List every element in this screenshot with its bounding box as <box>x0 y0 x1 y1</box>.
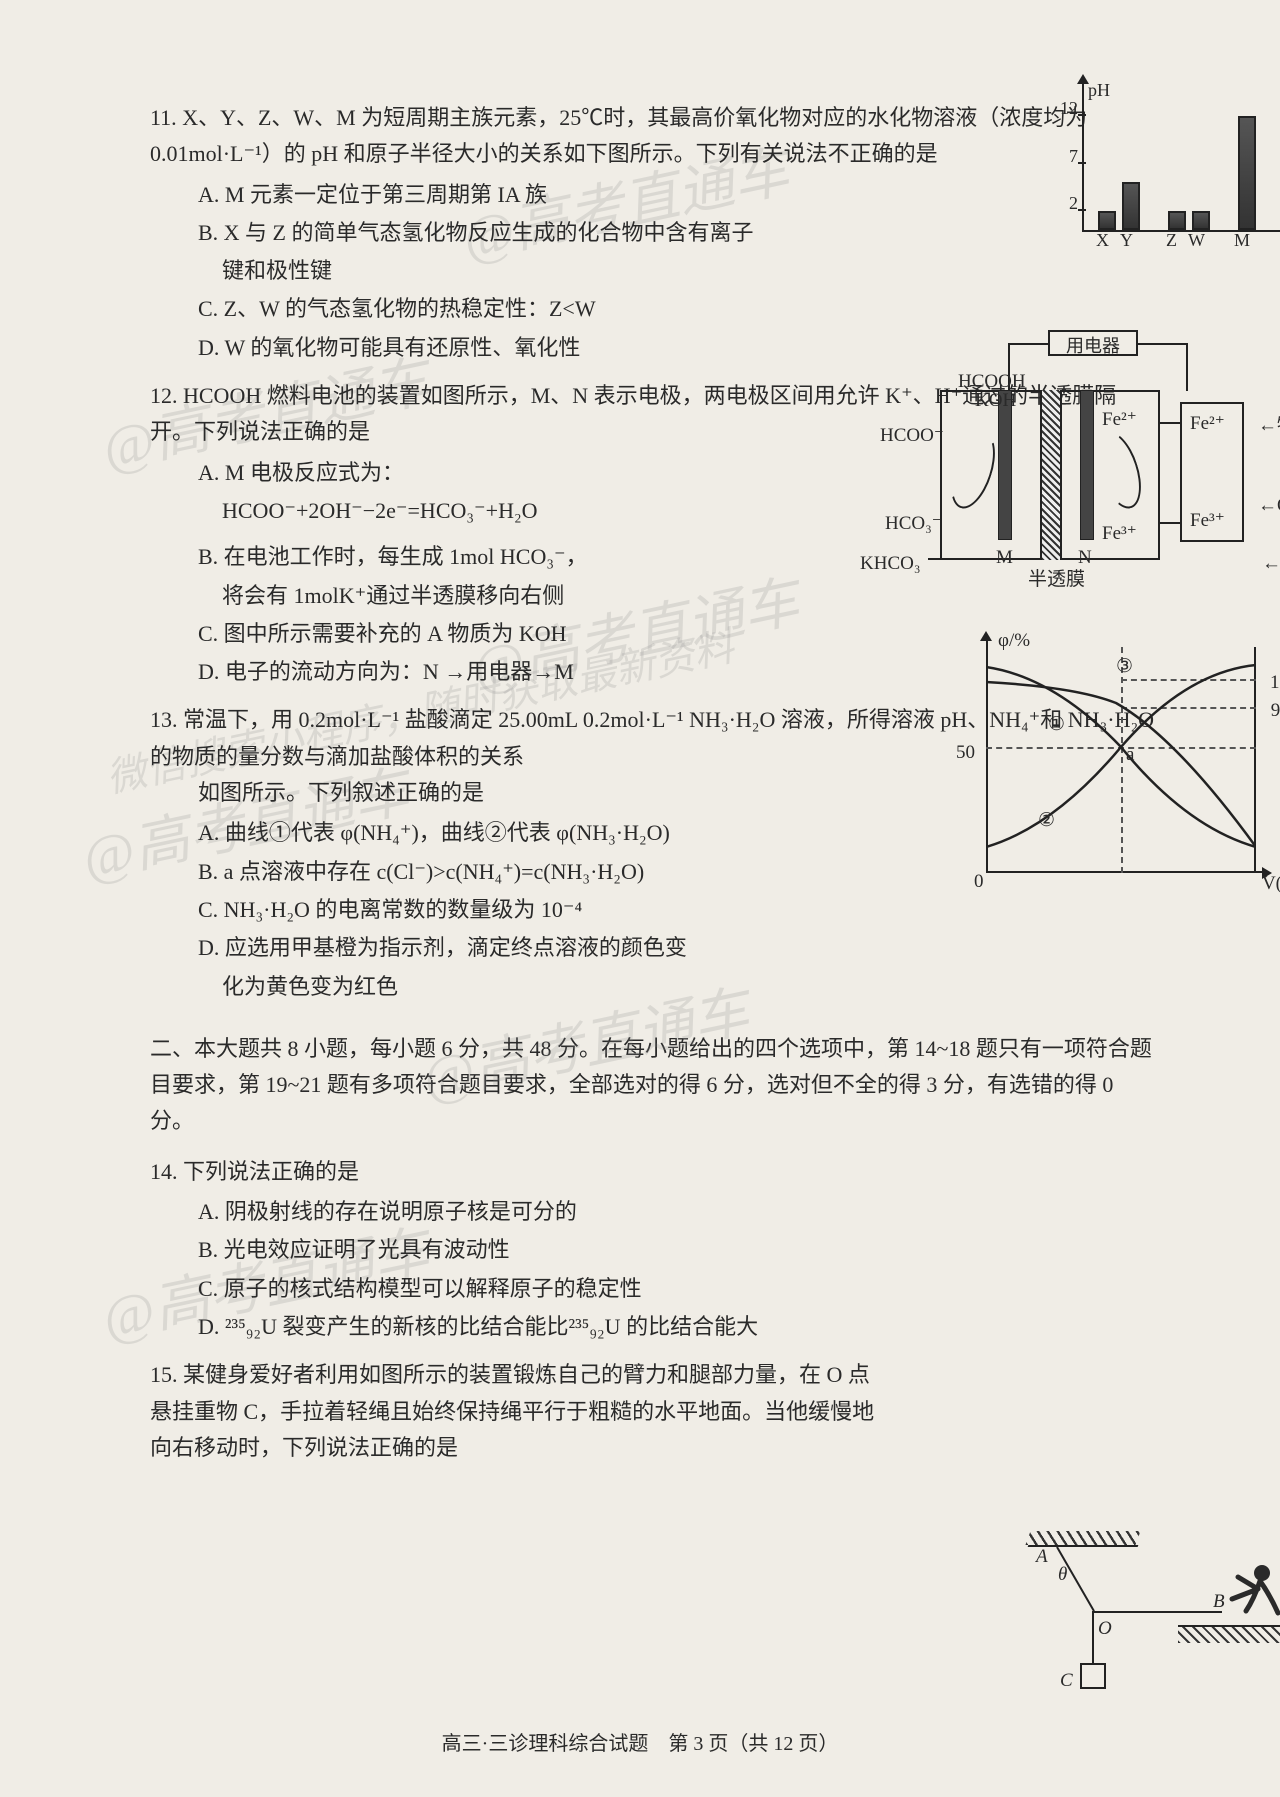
ytick-7: 7 <box>1069 142 1078 172</box>
q15-number: 15. <box>150 1362 178 1387</box>
q11-option-c: C. Z、W 的气态氢化物的热稳定性：Z<W <box>198 291 1160 327</box>
ion-fe3-r: Fe³⁺ <box>1190 505 1225 536</box>
q11-bar-chart: pH 2 7 12 X Y Z W M 原子半径 <box>1040 80 1280 260</box>
substance-a: ←物质A <box>1258 410 1280 441</box>
q13-option-d: D. 应选用甲基橙为指示剂，滴定终点溶液的颜色变 <box>198 930 1160 966</box>
point-a: A <box>1036 1541 1048 1572</box>
section-2-header: 二、本大题共 8 小题，每小题 6 分，共 48 分。在每小题给出的四个选项中，… <box>150 1031 1160 1140</box>
curve-2: ② <box>1038 805 1055 836</box>
q11-option-b: B. X 与 Z 的简单气态氢化物反应生成的化合物中含有离子 <box>198 215 1160 251</box>
xlabel-m: M <box>1234 226 1250 256</box>
q14-number: 14. <box>150 1159 178 1184</box>
ion-hcoo: HCOO⁻ <box>880 420 944 451</box>
xlabel-w: W <box>1188 226 1205 256</box>
xlabel-x: X <box>1096 226 1109 256</box>
q11-option-a: A. M 元素一定位于第三周期第 IA 族 <box>198 177 1160 213</box>
q11-text: X、Y、Z、W、M 为短周期主族元素，25℃时，其最高价氧化物对应的水化物溶液（… <box>150 105 1087 166</box>
ion-fe3: Fe³⁺ <box>1102 518 1137 549</box>
ion-hco3: HCO₃⁻ <box>885 508 942 539</box>
point-o: O <box>1098 1613 1112 1644</box>
ytick-926: 9.26 <box>1271 695 1280 726</box>
q14-option-c: C. 原子的核式结构模型可以解释原子的稳定性 <box>198 1271 1160 1307</box>
question-14: 14. 下列说法正确的是 A. 阴极射线的存在说明原子核是可分的 B. 光电效应… <box>150 1154 1160 1345</box>
page-footer: 高三·三诊理科综合试题 第 3 页（共 12 页） <box>0 1728 1280 1761</box>
appliance-label: 用电器 <box>1048 330 1138 356</box>
electrode-n <box>1080 390 1094 540</box>
angle-theta: θ <box>1058 1559 1067 1590</box>
input-koh: KOH <box>975 385 1016 416</box>
ytick-1178: 11.78 <box>1270 667 1280 698</box>
oxygen-in: ←O₂ <box>1258 490 1280 521</box>
q15-text: 某健身爱好者利用如图所示的装置锻炼自己的臂力和腿部力量，在 O 点悬挂重物 C，… <box>150 1362 874 1460</box>
point-c: C <box>1060 1665 1073 1696</box>
curve-1: ① <box>1048 709 1065 740</box>
xlabel-z: Z <box>1166 226 1177 256</box>
membrane-label: 半透膜 <box>1028 564 1085 595</box>
ion-fe2: Fe²⁺ <box>1102 404 1137 435</box>
q13-titration-chart: φ/% pH ① ② ③ a 50 11.78 9.26 0 V(盐酸)/mL <box>928 625 1280 905</box>
point-a: a <box>1126 739 1134 770</box>
ytick-12: 12 <box>1060 94 1078 124</box>
q13-number: 13. <box>150 707 178 732</box>
q11-option-b-cont: 键和极性键 <box>198 253 1160 289</box>
q15-pulley-diagram: A θ O B C <box>1008 1531 1280 1701</box>
xtitle: V(盐酸)/mL <box>1262 868 1280 899</box>
q14-text: 下列说法正确的是 <box>183 1159 359 1184</box>
electrode-m-label: M <box>996 542 1013 573</box>
output-khco3: KHCO₃ <box>860 548 920 579</box>
point-b: B <box>1213 1586 1225 1617</box>
q14-option-b: B. 光电效应证明了光具有波动性 <box>198 1232 1160 1268</box>
output-k2so4: ←K₂SO₄ <box>1262 548 1280 579</box>
q13-option-d-cont: 化为黄色变为红色 <box>198 969 1160 1005</box>
xlabel-y: Y <box>1120 226 1133 256</box>
question-15: 15. 某健身爱好者利用如图所示的装置锻炼自己的臂力和腿部力量，在 O 点悬挂重… <box>150 1357 1160 1466</box>
question-11: 11. X、Y、Z、W、M 为短周期主族元素，25℃时，其最高价氧化物对应的水化… <box>150 100 1160 366</box>
q12-number: 12. <box>150 383 178 408</box>
membrane <box>1040 390 1062 560</box>
chart-y-title: pH <box>1088 76 1110 106</box>
ytick-50: 50 <box>956 737 975 768</box>
q14-option-d: D. ²³⁵₉₂U 裂变产生的新核的比结合能比²³⁵₉₂U 的比结合能大 <box>198 1309 1160 1345</box>
curve-3: ③ <box>1116 651 1133 682</box>
q14-option-a: A. 阴极射线的存在说明原子核是可分的 <box>198 1194 1160 1230</box>
ytick-2: 2 <box>1069 189 1078 219</box>
ion-fe2-r: Fe²⁺ <box>1190 408 1225 439</box>
origin: 0 <box>974 866 984 897</box>
q12-fuel-cell-diagram: 用电器 M N 半透膜 HCOOH KOH HCOO⁻ HCO₃⁻ Fe²⁺ F… <box>880 330 1280 590</box>
q11-number: 11. <box>150 105 177 130</box>
